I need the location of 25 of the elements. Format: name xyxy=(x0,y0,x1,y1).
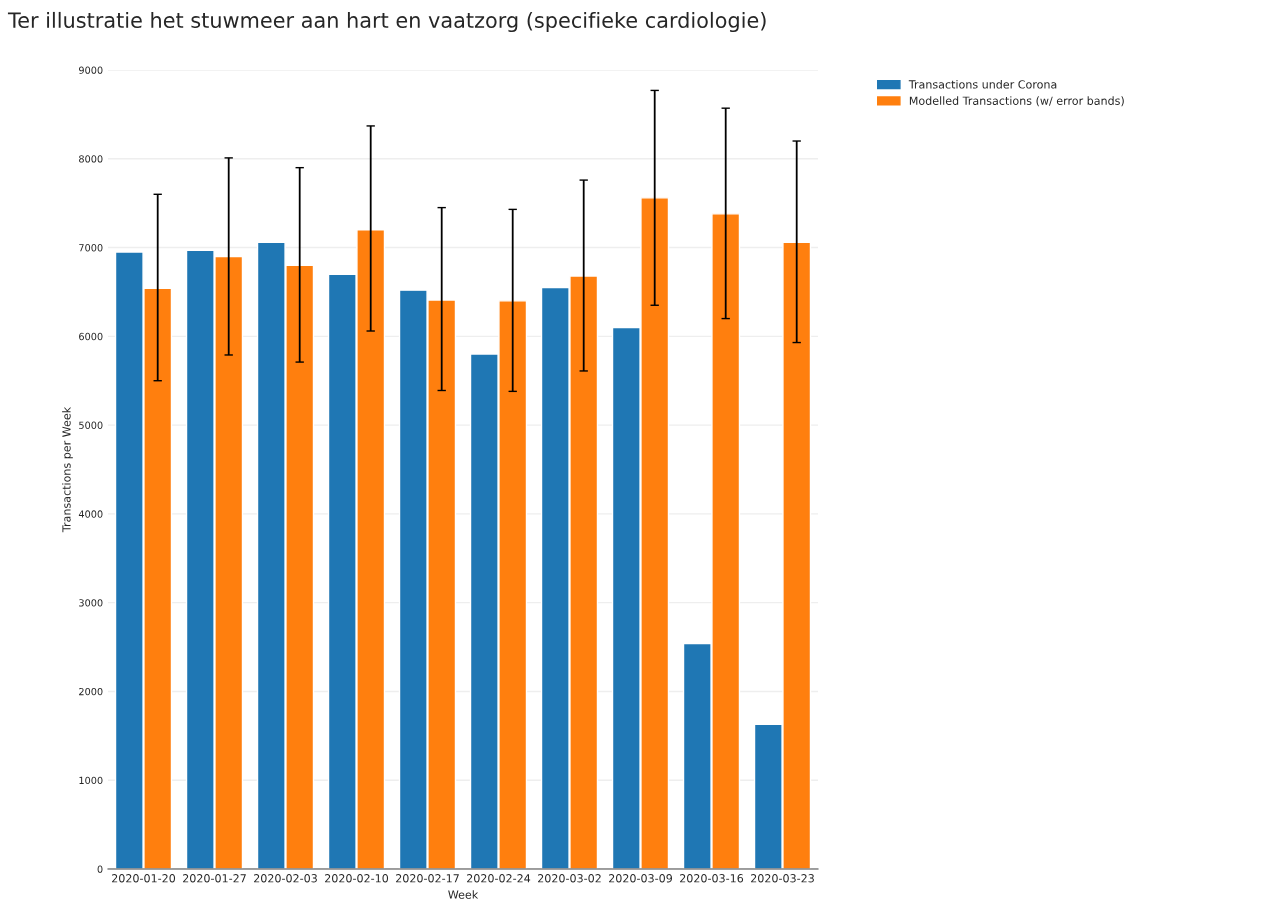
y-tick-label: 8000 xyxy=(79,155,103,163)
x-axis-title: Week xyxy=(448,890,479,899)
chart-title: Ter illustratie het stuwmeer aan hart en vaatzorg (specifieke cardiologie) xyxy=(7,11,766,33)
x-tick-label: 2020-01-27 xyxy=(183,874,246,883)
x-tick-label: 2020-02-24 xyxy=(467,874,531,883)
x-tick-label: 2020-03-02 xyxy=(538,874,601,883)
legend-label: Modelled Transactions (w/ error bands) xyxy=(909,96,1124,107)
x-tick-label: 2020-02-03 xyxy=(254,874,317,883)
y-tick-label: 6000 xyxy=(79,332,103,341)
y-tick-label: 3000 xyxy=(79,599,103,607)
y-tick-label: 5000 xyxy=(79,421,103,429)
y-tick-label: 1000 xyxy=(79,776,103,785)
x-tick-label: 2020-03-23 xyxy=(751,874,814,883)
y-tick-label: 7000 xyxy=(79,244,103,252)
y-tick-label: 4000 xyxy=(78,510,103,518)
legend-label: Transactions under Corona xyxy=(908,80,1057,89)
y-axis-title: Transactions per Week xyxy=(62,406,73,533)
x-tick-label: 2020-02-17 xyxy=(396,874,459,883)
x-tick-label: 2020-03-09 xyxy=(609,874,673,883)
y-tick-label: 2000 xyxy=(79,687,103,696)
y-tick-label: 0 xyxy=(97,865,103,873)
y-tick-label: 9000 xyxy=(79,66,103,74)
x-tick-label: 2020-02-10 xyxy=(325,874,389,883)
x-tick-label: 2020-03-16 xyxy=(680,874,744,883)
x-tick-label: 2020-01-20 xyxy=(112,874,176,883)
